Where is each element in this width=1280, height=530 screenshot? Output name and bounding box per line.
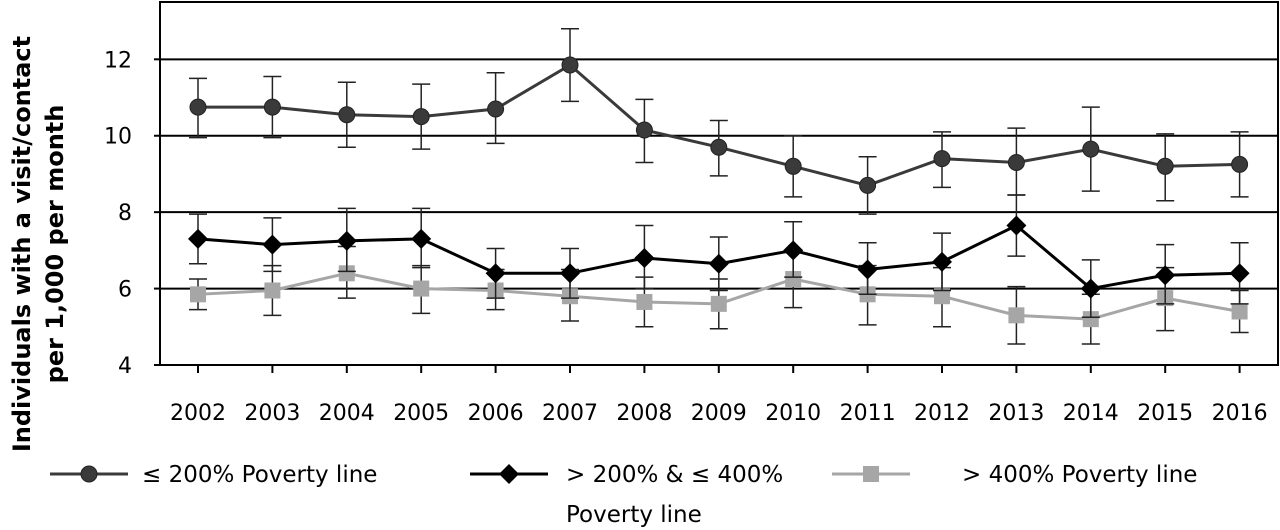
data-point	[188, 228, 208, 249]
data-point	[338, 265, 355, 282]
data-point	[1231, 303, 1248, 320]
data-point	[336, 230, 357, 251]
x-tick-label: 2007	[542, 401, 598, 426]
data-point	[1082, 140, 1100, 158]
data-point	[338, 106, 356, 124]
series-0	[189, 27, 1249, 215]
y-axis-title-line1: Individuals with a visit/contact	[8, 36, 36, 452]
legend-label-line2: Poverty line	[566, 502, 702, 528]
data-point	[411, 228, 432, 249]
data-point	[859, 176, 877, 194]
legend-marker	[863, 466, 879, 482]
data-point	[1231, 155, 1249, 173]
data-point	[412, 108, 430, 126]
x-tick-label: 2013	[988, 401, 1044, 426]
legend-label: ≤ 200% Poverty line	[142, 462, 377, 488]
data-point	[262, 234, 283, 255]
y-tick-label: 4	[118, 354, 132, 379]
data-point	[635, 121, 653, 139]
data-point	[1080, 278, 1101, 299]
legend-item-1: > 200% & ≤ 400% Poverty line	[470, 462, 783, 528]
x-tick-labels: 2002 2003 2004 2005 2006 2007 2008 2009 2010 2011…	[170, 365, 1268, 426]
data-point	[560, 263, 580, 284]
legend-marker	[80, 465, 98, 483]
data-point	[485, 263, 506, 284]
x-tick-label: 2010	[765, 401, 821, 426]
data-point	[189, 98, 207, 116]
data-point	[933, 150, 951, 168]
x-tick-label: 2008	[616, 401, 672, 426]
y-tick-label: 6	[118, 278, 132, 303]
y-tick-label: 10	[104, 125, 132, 150]
data-point	[783, 240, 804, 261]
data-point	[932, 251, 952, 272]
data-point	[708, 253, 729, 274]
legend-item-2: > 400% Poverty line	[832, 462, 1197, 488]
data-point	[1008, 307, 1025, 324]
data-point	[636, 293, 653, 310]
y-tick-label: 8	[118, 201, 132, 226]
x-tick-label: 2011	[840, 401, 896, 426]
x-tick-label: 2014	[1063, 401, 1119, 426]
data-point	[264, 282, 281, 299]
x-tick-label: 2004	[319, 401, 375, 426]
data-point	[263, 98, 281, 116]
data-point	[1007, 153, 1025, 171]
x-tick-label: 2016	[1212, 401, 1268, 426]
legend-label: > 400% Poverty line	[962, 462, 1197, 488]
x-tick-label: 2009	[691, 401, 747, 426]
x-tick-label: 2006	[468, 401, 524, 426]
x-tick-label: 2003	[244, 401, 300, 426]
series	[188, 27, 1250, 345]
data-point	[413, 280, 430, 297]
y-axis-title-line2: per 1,000 per month	[41, 105, 69, 384]
data-point	[190, 286, 206, 303]
data-point	[1229, 263, 1250, 284]
data-point	[487, 100, 505, 118]
x-tick-label: 2005	[393, 401, 449, 426]
data-point	[934, 288, 950, 305]
y-tick-labels: 4 6 8 10 12	[104, 48, 160, 379]
data-point	[1082, 311, 1099, 328]
y-tick-label: 12	[104, 48, 132, 73]
x-tick-label: 2012	[914, 401, 970, 426]
data-point	[857, 259, 878, 280]
legend-item-0: ≤ 200% Poverty line	[50, 462, 377, 488]
legend: ≤ 200% Poverty line > 200% & ≤ 400% Povert…	[50, 462, 1197, 528]
data-point	[561, 56, 579, 74]
data-point	[634, 248, 655, 269]
x-tick-label: 2015	[1137, 401, 1193, 426]
data-point	[784, 157, 802, 175]
legend-marker	[499, 464, 519, 484]
data-point	[1006, 215, 1027, 236]
series-1	[188, 194, 1250, 318]
data-point	[785, 271, 802, 288]
x-tick-label: 2002	[170, 401, 226, 426]
data-point	[710, 138, 728, 156]
legend-label: > 200% & ≤ 400%	[566, 462, 783, 488]
data-point	[1156, 157, 1174, 175]
data-point	[1155, 265, 1176, 286]
data-point	[710, 295, 727, 312]
